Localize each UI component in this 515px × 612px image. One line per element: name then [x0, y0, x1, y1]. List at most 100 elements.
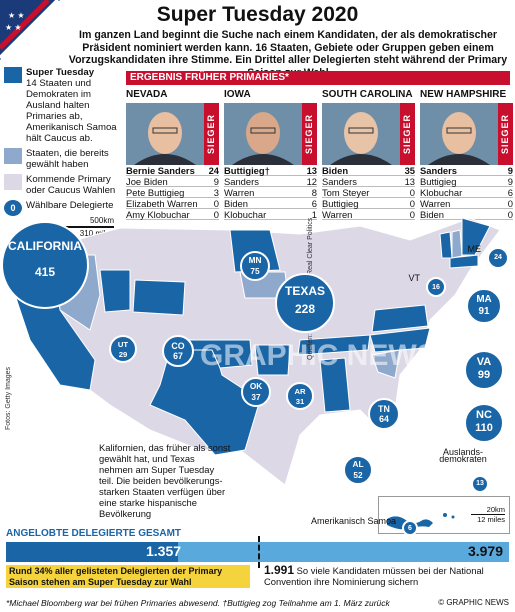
samoa-scale-km: 20km	[486, 505, 505, 514]
delegate-count: 91	[478, 305, 490, 317]
candidate-delegates: 35	[404, 165, 415, 176]
delegate-state-label: NC	[476, 409, 492, 422]
header: ★ ★ ★ ★ Super Tuesday 2020 Im ganzen Land…	[0, 0, 515, 79]
candidate-delegates: 3	[213, 187, 219, 198]
scale-line	[62, 226, 114, 228]
candidate-row: Sanders 9	[420, 165, 513, 176]
delegate-state-label: ME	[467, 244, 482, 254]
svg-text:★ ★: ★ ★	[5, 23, 22, 32]
candidate-row: Warren 0	[420, 198, 513, 209]
threshold-text: So viele Kandidaten müssen bei der Natio…	[264, 565, 484, 587]
candidate-row: Amy Klobuchar 0	[126, 209, 219, 220]
candidate-delegates: 6	[507, 187, 513, 198]
bar-chart-title: ANGELOBTE DELEGIERTE GESAMT	[6, 528, 182, 539]
candidate-delegates: 13	[306, 165, 317, 176]
early-results-header: ERGEBNIS FRÜHER PRIMARIES*	[126, 71, 510, 85]
delegate-state-label: VT	[408, 273, 420, 283]
bar-super-tuesday	[6, 542, 178, 562]
winner-photo: SIEGER	[322, 103, 415, 165]
delegate-circle-icon: 0	[4, 200, 22, 216]
candidate-delegates: 0	[213, 198, 219, 209]
delegate-bubble-ok: OK 37	[241, 377, 271, 407]
bar-track: 1.357 3.979	[6, 536, 509, 568]
candidate-name: Buttigieg†	[224, 165, 270, 176]
swatch-voted	[4, 148, 22, 164]
delegate-count: 31	[295, 396, 305, 406]
state-north-carolina	[369, 327, 431, 353]
delegate-bar-chart: ANGELOBTE DELEGIERTE GESAMT 1.357 3.979 …	[0, 528, 515, 612]
legend-voted-text: Staaten, die bereits gewählt haben	[26, 148, 109, 170]
candidate-name: Biden	[322, 165, 349, 176]
state-massachusetts	[449, 254, 479, 269]
samoa-scale-mi: 12 miles	[477, 515, 505, 524]
delegate-count: 37	[251, 392, 261, 402]
candidate-delegates: 0	[409, 198, 415, 209]
result-state-2: SOUTH CAROLINA SIEGER Biden 35 Sanders 13 Tom …	[322, 89, 415, 220]
bar-label-super-tuesday: 1.357	[146, 543, 182, 559]
winner-photo: SIEGER	[224, 103, 317, 165]
us-flag-corner-icon: ★ ★ ★ ★	[0, 0, 60, 60]
delegate-bubble-amerikanisch-samoa: Amerikanisch Samoa 6	[311, 516, 418, 536]
samoa-inset: 20km 12 miles	[378, 496, 510, 534]
delegate-state-label: OK	[249, 382, 263, 392]
candidate-name: Warren	[224, 187, 255, 198]
delegate-state-label: CO	[171, 340, 185, 351]
scale-km: 500km	[89, 216, 114, 225]
candidate-delegates: 0	[213, 209, 219, 220]
state-arkansas	[254, 344, 291, 376]
scale-mi: 310 miles	[79, 229, 114, 238]
candidate-name: Sanders	[322, 176, 357, 187]
legend-super-tuesday-title: Super Tuesday	[26, 67, 95, 78]
legend-super-tuesday: Super Tuesday 14 Staaten und Demokraten …	[4, 67, 120, 144]
candidate-name: Buttigieg	[420, 176, 457, 187]
result-state-name: NEW HAMPSHIRE	[420, 89, 507, 100]
candidate-row: Buttigieg 9	[420, 176, 513, 187]
delegate-bubble-co: CO 67	[162, 335, 194, 367]
delegate-bubble-ma: MA 91	[466, 288, 502, 324]
candidate-name: Biden	[224, 198, 248, 209]
candidate-name: Buttigieg	[322, 198, 359, 209]
delegate-state-label: Auslands-demokraten	[439, 447, 487, 464]
state-vermont	[439, 231, 453, 259]
candidate-row: Klobuchar 1	[224, 209, 317, 220]
candidate-name: Sanders	[224, 176, 259, 187]
candidate-delegates: 0	[507, 198, 513, 209]
photo-credit: Fotos: Getty Images	[5, 366, 12, 430]
candidate-delegates: 24	[208, 165, 219, 176]
result-state-0: NEVADA SIEGER Bernie Sanders 24 Joe Biden 9 Pe…	[126, 89, 219, 220]
delegate-bubble-auslands-demokraten: Auslands-demokraten 13	[439, 448, 489, 493]
candidate-name: Joe Biden	[126, 176, 168, 187]
state-new-hampshire	[451, 229, 463, 259]
legend-super-tuesday-text: 14 Staaten und Demokraten im Ausland hal…	[26, 78, 117, 144]
result-state-name: IOWA	[224, 89, 251, 100]
state-maine	[461, 217, 491, 256]
swatch-upcoming	[4, 174, 22, 190]
bar-label-total: 3.979	[467, 543, 503, 559]
delegate-bubble-nc: NC 110	[464, 403, 504, 443]
candidate-name: Pete Buttigieg	[126, 187, 185, 198]
delegate-count: 52	[353, 470, 363, 480]
delegate-state-label: MA	[476, 293, 492, 305]
candidate-delegates: 13	[404, 176, 415, 187]
delegate-count: 16	[432, 283, 440, 291]
legend-upcoming: Kommende Primary oder Caucus Wahlen	[4, 174, 120, 196]
delegate-bubble-al: AL 52	[343, 455, 373, 485]
candidate-delegates: 0	[507, 209, 513, 220]
candidate-row: Sanders 13	[322, 176, 415, 187]
threshold-note: 1.991 So viele Kandidaten müssen bei der…	[264, 564, 509, 587]
candidate-name: Amy Klobuchar	[126, 209, 190, 220]
delegate-state-label: UT	[117, 340, 129, 350]
candidate-name: Sanders	[420, 165, 457, 176]
candidate-row: Warren 0	[322, 209, 415, 220]
candidate-row: Joe Biden 9	[126, 176, 219, 187]
state-south-carolina	[371, 349, 401, 379]
result-state-3: NEW HAMPSHIRE SIEGER Sanders 9 Buttigieg 9 Klo…	[420, 89, 513, 220]
delegate-bubble-me: ME 24	[468, 244, 509, 269]
candidate-name: Klobuchar	[420, 187, 463, 198]
legend-upcoming-text: Kommende Primary oder Caucus Wahlen	[26, 174, 116, 196]
candidate-row: Buttigieg† 13	[224, 165, 317, 176]
delegate-state-label: CALIFORNIA	[8, 238, 82, 253]
candidate-name: Tom Steyer	[322, 187, 370, 198]
early-results-panel: ERGEBNIS FRÜHER PRIMARIES* NEVADA SIEGER B…	[126, 71, 513, 221]
candidate-delegates: 12	[306, 176, 317, 187]
